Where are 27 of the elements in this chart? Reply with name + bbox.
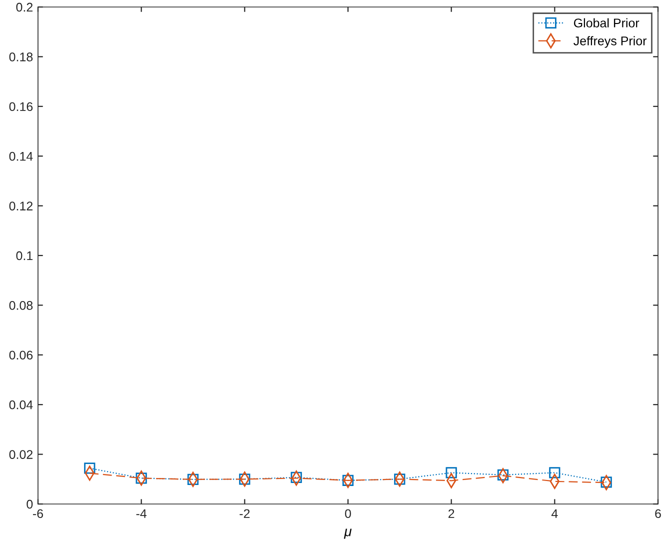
x-tick-label: 4 — [551, 509, 558, 518]
y-tick-label: 0.04 — [9, 400, 33, 410]
y-tick-label: 0.1 — [16, 251, 33, 260]
legend-label: Global Prior — [574, 18, 640, 28]
point — [84, 462, 96, 474]
x-tick-label: 0 — [345, 509, 351, 518]
y-tick-label: 0.06 — [9, 350, 33, 360]
x-tick-label: 2 — [448, 509, 454, 518]
y-tick-label: 0.16 — [9, 102, 33, 112]
y-tick-label: 0.14 — [9, 152, 33, 161]
point — [290, 472, 302, 483]
y-tick-label: 0 — [26, 500, 33, 509]
x-axis-title: μ — [344, 528, 352, 539]
point — [446, 467, 457, 478]
y-tick-label: 0.02 — [9, 450, 33, 459]
x-tick-label: -4 — [136, 509, 147, 518]
x-tick-label: -6 — [33, 509, 44, 518]
point — [549, 467, 560, 478]
x-tick-label: -2 — [240, 509, 250, 518]
y-tick-label: 0.08 — [9, 301, 33, 310]
point — [600, 476, 612, 488]
y-tick-label: 0.12 — [9, 202, 33, 210]
x-tick-label: 6 — [655, 509, 661, 518]
y-tick-label: 0.18 — [9, 52, 33, 62]
y-tick-label: 0.2 — [16, 2, 33, 12]
legend-label: Jeffreys Prior — [574, 36, 647, 48]
point — [497, 469, 509, 480]
